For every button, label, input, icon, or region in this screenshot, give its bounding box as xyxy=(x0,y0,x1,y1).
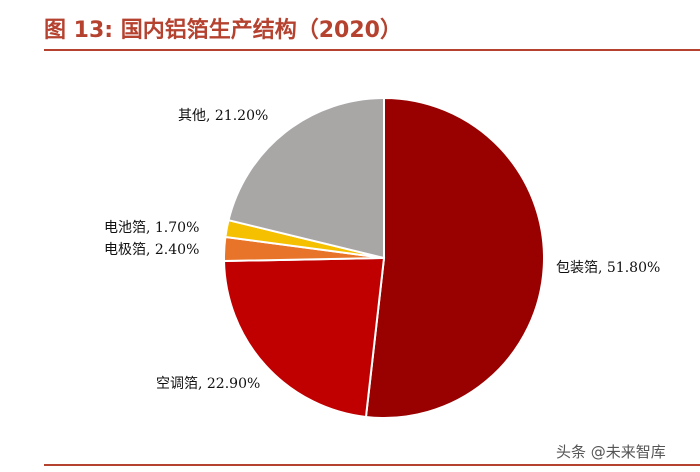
slice-label-1: 包装箔, 51.80% xyxy=(556,260,660,276)
chart-title: 图 13: 国内铝箔生产结构（2020） xyxy=(44,18,402,43)
slice-label-3: 电极箔, 2.40% xyxy=(104,242,199,258)
pie-slice-5 xyxy=(227,96,385,260)
pie-slices xyxy=(223,96,545,419)
pie-slice-1 xyxy=(364,96,545,419)
watermark: 头条 @未来智库 xyxy=(556,443,666,461)
slice-label-2: 空调箔, 22.90% xyxy=(156,376,260,392)
title-divider xyxy=(44,49,700,51)
pie-slice-2 xyxy=(223,256,386,419)
slice-label-4: 电池箔, 1.70% xyxy=(104,220,199,236)
pie-labels: 包装箔, 51.80% 空调箔, 22.90% 电极箔, 2.40% 电池箔, 1.7… xyxy=(104,108,660,392)
bottom-divider xyxy=(44,464,700,466)
slice-label-5: 其他, 21.20% xyxy=(178,108,268,124)
